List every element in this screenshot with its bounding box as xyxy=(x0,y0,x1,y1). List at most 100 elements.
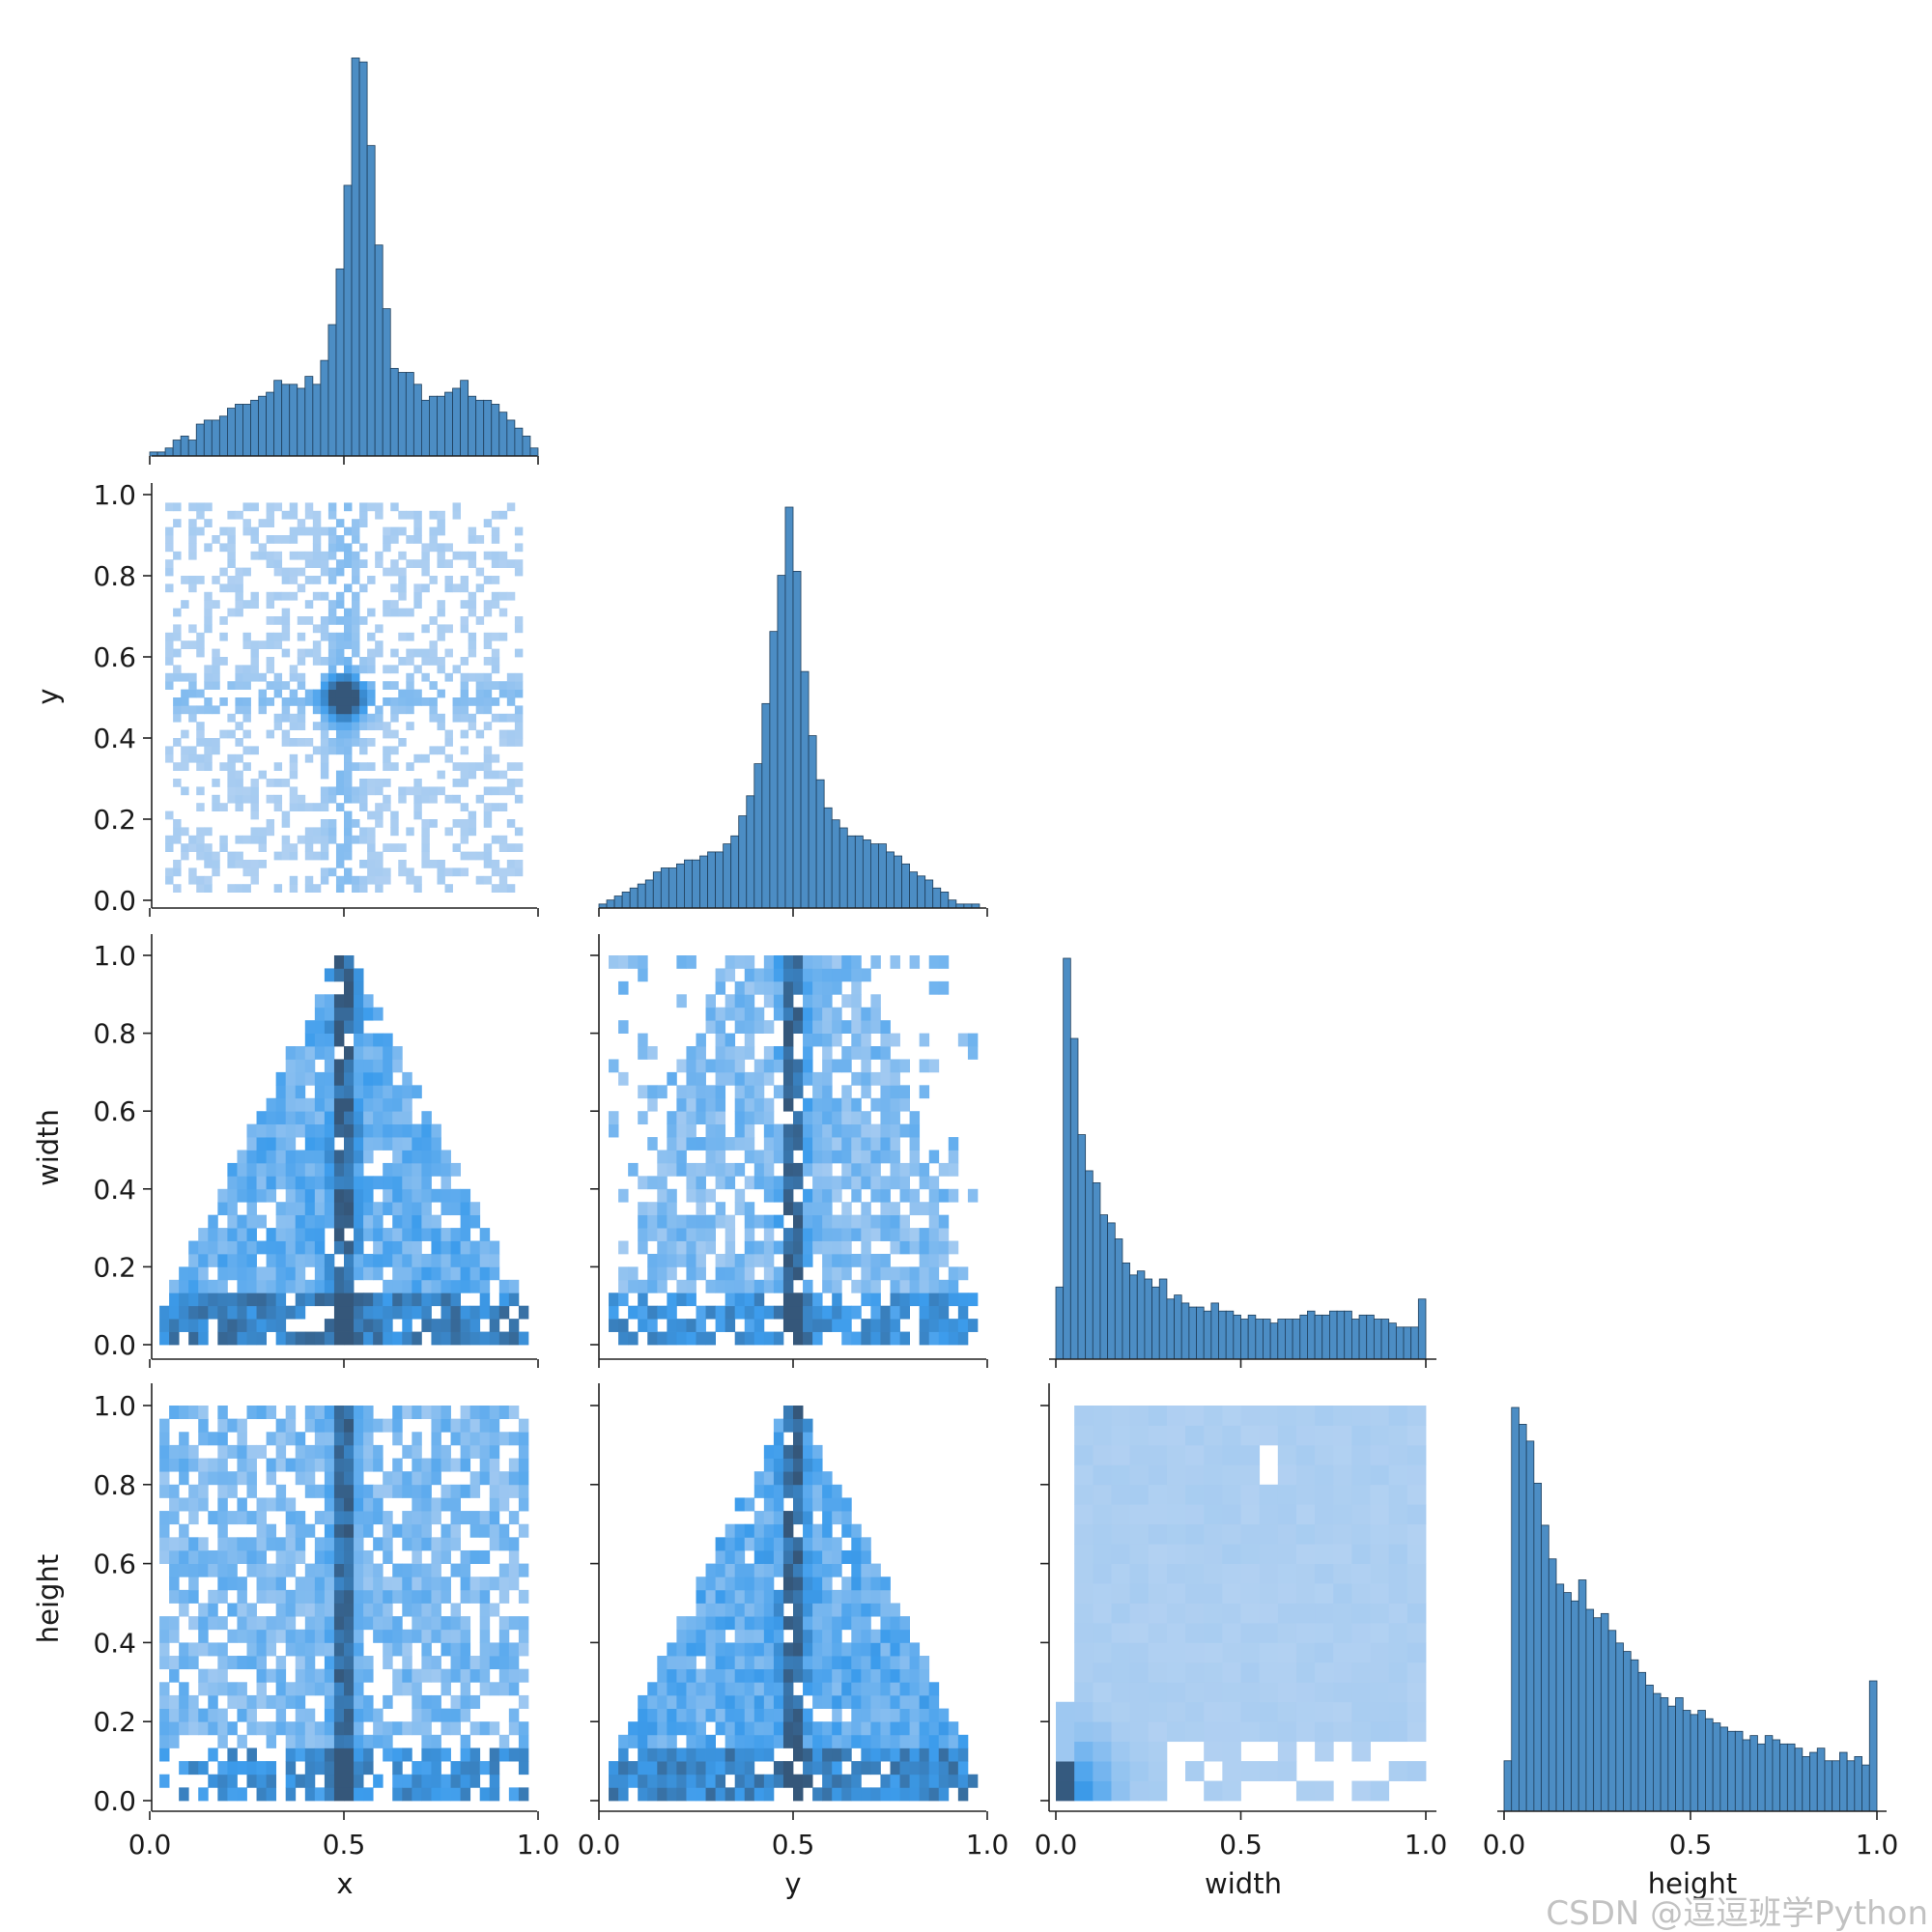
heat-cell xyxy=(327,510,337,520)
hist-bar xyxy=(1180,1302,1190,1360)
heat-cell xyxy=(1351,1444,1371,1465)
hist-bar xyxy=(382,308,391,457)
heat-cell xyxy=(919,1761,930,1776)
heat-cell xyxy=(1204,1563,1223,1584)
heat-cell xyxy=(295,1721,306,1736)
heat-cell xyxy=(793,1406,804,1420)
heat-cell xyxy=(880,1033,891,1047)
heat-cell xyxy=(295,1734,306,1748)
heat-cell xyxy=(367,576,376,584)
heat-cell xyxy=(734,1020,746,1034)
heat-cell xyxy=(782,1162,794,1177)
heat-cell xyxy=(217,1787,228,1802)
heat-cell xyxy=(402,1266,412,1281)
heat-cell xyxy=(437,746,445,755)
heat-cell xyxy=(188,640,197,649)
heat-cell xyxy=(188,1563,199,1577)
heat-cell xyxy=(412,1214,422,1229)
heat-cell xyxy=(335,689,345,698)
heat-cell xyxy=(250,860,259,868)
heat-cell xyxy=(344,729,353,739)
heat-cell xyxy=(483,672,493,682)
x-tick-label: 0.0 xyxy=(1035,1829,1078,1861)
heat-cell xyxy=(1315,1484,1334,1505)
heat-cell xyxy=(479,1293,491,1307)
heat-cell xyxy=(324,1071,335,1086)
heat-cell xyxy=(246,1694,257,1709)
heat-cell xyxy=(491,535,500,544)
heat-cell xyxy=(782,1708,794,1722)
heat-cell xyxy=(344,665,353,674)
heat-cell xyxy=(822,1059,833,1073)
heat-cell xyxy=(383,1059,393,1073)
heat-cell xyxy=(667,1123,677,1138)
heat-cell xyxy=(344,551,353,560)
heat-cell xyxy=(1056,1780,1075,1802)
heat-cell xyxy=(327,689,337,698)
y-tick-label: 0.6 xyxy=(93,1548,136,1580)
heat-cell xyxy=(782,1774,794,1788)
heat-cell xyxy=(782,1253,794,1267)
heat-cell xyxy=(1166,1425,1186,1446)
heat-cell xyxy=(763,1721,775,1736)
heat-cell xyxy=(508,1458,520,1472)
heat-cell xyxy=(375,803,384,811)
hist-bar xyxy=(862,839,871,909)
heat-cell xyxy=(304,559,314,568)
heat-cell xyxy=(450,1603,461,1617)
heat-cell xyxy=(344,1458,355,1472)
heat-cell xyxy=(354,1305,364,1320)
heat-cell xyxy=(285,1721,297,1736)
heat-cell xyxy=(289,535,298,544)
heat-cell xyxy=(437,600,445,609)
heat-cell xyxy=(647,1331,658,1346)
heat-cell xyxy=(314,1137,326,1151)
heat-cell xyxy=(793,968,804,982)
heat-cell xyxy=(344,705,353,715)
heat-cell xyxy=(181,705,189,715)
heat-cell xyxy=(909,1787,921,1802)
heat-cell xyxy=(217,1523,228,1538)
heat-cell xyxy=(909,1279,921,1293)
heat-cell xyxy=(208,1214,218,1229)
heat-cell xyxy=(281,616,291,625)
heat-cell xyxy=(822,1721,833,1736)
heat-cell xyxy=(227,1563,238,1577)
heat-cell xyxy=(429,713,438,723)
heat-cell xyxy=(861,1033,871,1047)
heat-cell xyxy=(1295,1682,1316,1703)
heat-cell xyxy=(173,608,182,617)
heat-cell xyxy=(1204,1544,1223,1564)
heat-cell xyxy=(327,665,337,674)
heat-cell xyxy=(773,1563,784,1577)
heat-cell xyxy=(667,1774,677,1788)
heat-cell xyxy=(402,1228,412,1241)
heat-cell xyxy=(657,1240,668,1255)
heat-cell xyxy=(273,535,283,544)
heat-cell xyxy=(363,1228,374,1241)
heat-cell xyxy=(1129,1721,1150,1743)
heat-cell xyxy=(324,1162,335,1177)
heat-cell xyxy=(421,819,430,828)
heat-cell xyxy=(333,1162,345,1177)
heat-cell xyxy=(242,697,251,706)
heat-cell xyxy=(179,1319,189,1332)
heat-cell xyxy=(344,681,353,690)
heat-cell xyxy=(169,1444,180,1459)
heat-cell xyxy=(390,535,399,544)
heat-cell xyxy=(335,657,345,666)
heat-cell xyxy=(479,1761,491,1776)
heat-cell xyxy=(514,713,524,723)
heat-cell xyxy=(460,1747,471,1762)
heat-cell xyxy=(431,1279,441,1293)
heat-cell xyxy=(479,1432,491,1446)
heat-cell xyxy=(782,1577,794,1591)
heat-cell xyxy=(657,1150,668,1164)
heat-cell xyxy=(928,1279,940,1293)
heat-cell xyxy=(638,1734,648,1748)
heat-cell xyxy=(861,1549,871,1564)
heat-cell xyxy=(359,510,368,520)
heat-cell xyxy=(367,738,376,747)
heat-cell xyxy=(880,1228,891,1241)
heat-cell xyxy=(841,1046,852,1060)
